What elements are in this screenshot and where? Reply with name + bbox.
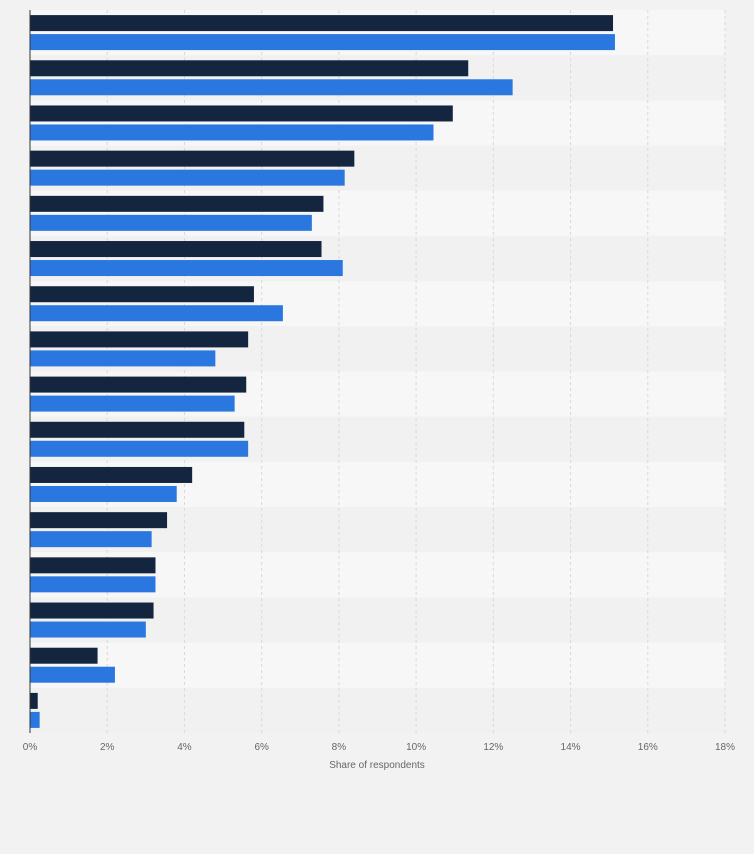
bar-series-2[interactable] — [30, 305, 283, 322]
bar-series-2[interactable] — [30, 350, 216, 367]
x-tick-label: 0% — [23, 742, 38, 753]
bar-series-1[interactable] — [30, 557, 156, 574]
bar-series-1[interactable] — [30, 286, 254, 303]
bar-series-2[interactable] — [30, 395, 235, 412]
x-tick-label: 8% — [332, 742, 347, 753]
bar-series-2[interactable] — [30, 485, 177, 502]
bar-series-2[interactable] — [30, 260, 343, 277]
bar-series-1[interactable] — [30, 512, 168, 529]
bar-series-2[interactable] — [30, 440, 249, 457]
bar-series-1[interactable] — [30, 195, 324, 212]
row-band — [30, 687, 725, 733]
bar-series-2[interactable] — [30, 214, 312, 231]
bar-series-1[interactable] — [30, 15, 614, 32]
bar-series-2[interactable] — [30, 124, 434, 141]
bar-series-2[interactable] — [30, 169, 345, 186]
bar-series-2[interactable] — [30, 34, 615, 51]
bar-series-2[interactable] — [30, 666, 115, 683]
bar-series-2[interactable] — [30, 531, 152, 548]
row-band — [30, 642, 725, 688]
bar-series-1[interactable] — [30, 376, 247, 393]
bar-series-2[interactable] — [30, 711, 40, 728]
bar-series-1[interactable] — [30, 150, 355, 167]
bar-series-1[interactable] — [30, 421, 245, 438]
row-bands — [30, 10, 725, 733]
bar-series-1[interactable] — [30, 692, 38, 709]
bar-series-1[interactable] — [30, 331, 249, 348]
x-axis-label: Share of respondents — [329, 760, 425, 771]
bar-series-1[interactable] — [30, 60, 469, 77]
bar-series-1[interactable] — [30, 466, 193, 483]
x-tick-label: 10% — [406, 742, 426, 753]
bar-series-1[interactable] — [30, 602, 154, 619]
x-tick-label: 2% — [100, 742, 115, 753]
bar-series-2[interactable] — [30, 79, 513, 96]
bar-series-2[interactable] — [30, 621, 146, 638]
x-tick-label: 18% — [715, 742, 735, 753]
bar-series-1[interactable] — [30, 241, 322, 258]
x-tick-label: 6% — [254, 742, 269, 753]
x-tick-label: 4% — [177, 742, 192, 753]
x-tick-label: 14% — [561, 742, 581, 753]
bar-series-1[interactable] — [30, 647, 98, 664]
x-tick-label: 12% — [483, 742, 503, 753]
bars — [30, 15, 615, 728]
x-tick-label: 16% — [638, 742, 658, 753]
tick-labels: 0% 2% 4% 6% 8% 10% 12% 14% 16% 18% — [23, 742, 735, 753]
bar-series-1[interactable] — [30, 105, 453, 122]
bar-series-2[interactable] — [30, 576, 156, 593]
